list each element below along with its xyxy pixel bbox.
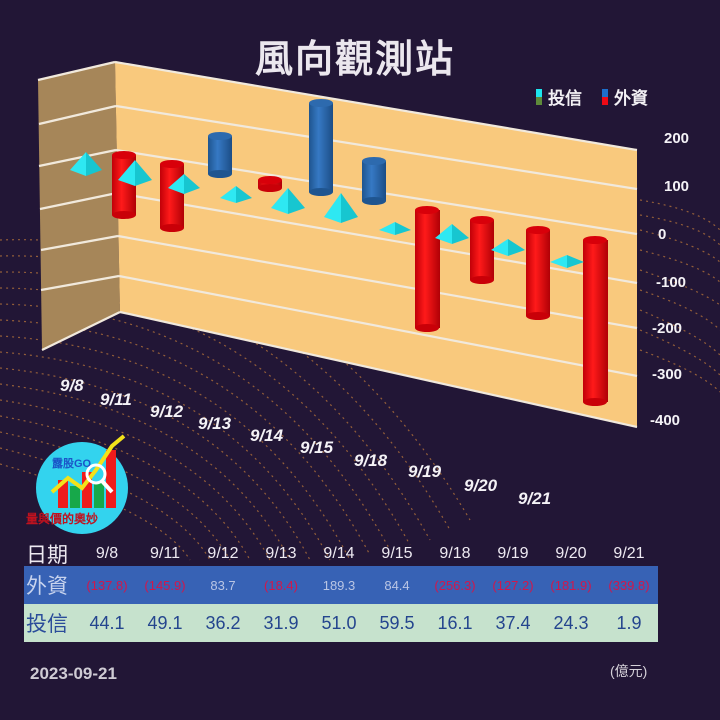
table-cell: (145.9) xyxy=(144,577,186,593)
header-date: 9/11 xyxy=(150,545,180,562)
legend-swatch-foreign xyxy=(602,88,608,105)
header-date: 9/21 xyxy=(613,545,645,562)
chart-side-wall xyxy=(38,62,120,350)
unit-label: (億元) xyxy=(610,663,648,679)
table-cell: 24.3 xyxy=(553,612,589,633)
header-date: 9/19 xyxy=(497,545,529,562)
gridlines xyxy=(37,60,638,429)
row-label-foreign: 外資 xyxy=(26,575,68,598)
table-cell: 36.2 xyxy=(205,612,241,633)
header-date: 9/12 xyxy=(207,545,239,562)
chart-title: 風向觀測站 xyxy=(255,37,456,81)
x-tick: 9/8 xyxy=(60,376,84,395)
table-header-row: 日期 9/8 9/11 9/12 9/13 9/14 9/15 9/18 9/1… xyxy=(24,542,658,567)
row-label-trust: 投信 xyxy=(26,613,68,636)
y-tick: -200 xyxy=(652,320,683,337)
series-foreign-cylinders xyxy=(112,99,608,406)
table-cell: (181.9) xyxy=(550,577,592,593)
header-date: 9/14 xyxy=(323,545,355,562)
table-cell: 37.4 xyxy=(495,612,531,633)
header-date: 9/15 xyxy=(381,545,413,562)
header-date: 9/18 xyxy=(439,545,471,562)
y-tick: -300 xyxy=(652,366,683,383)
table-cell: (339.8) xyxy=(608,577,650,593)
table-cell: (127.2) xyxy=(492,577,534,593)
y-tick: -100 xyxy=(656,274,687,291)
logo-graphic xyxy=(36,434,128,534)
y-tick: 200 xyxy=(664,130,690,147)
header-date: 9/8 xyxy=(95,545,119,562)
x-tick: 9/18 xyxy=(354,451,388,470)
data-table: 日期 9/8 9/11 9/12 9/13 9/14 9/15 9/18 9/1… xyxy=(24,542,658,642)
table-cell: 31.9 xyxy=(263,612,299,633)
table-cell: 189.3 xyxy=(322,577,356,593)
table-cell: 51.0 xyxy=(321,612,357,633)
header-date: 9/13 xyxy=(265,545,297,562)
header-date: 9/20 xyxy=(555,545,587,562)
table-cell: (18.4) xyxy=(264,577,298,593)
chart-back-wall xyxy=(115,62,637,427)
x-tick: 9/21 xyxy=(518,489,552,508)
legend-swatch-trust xyxy=(536,88,542,105)
table-cell: 49.1 xyxy=(147,612,183,633)
legend: 投信 外資 xyxy=(536,84,648,109)
x-tick: 9/20 xyxy=(464,476,498,495)
table-row-foreign: 外資 (137.8) (145.9) 83.7 (18.4) 189.3 84.… xyxy=(24,566,658,604)
table-cell: (256.3) xyxy=(434,577,476,593)
table-cell: 44.1 xyxy=(89,612,125,633)
table-cell: 1.9 xyxy=(616,612,642,633)
x-tick: 9/15 xyxy=(300,438,334,457)
legend-label-foreign: 外資 xyxy=(614,89,648,109)
table-cell: 84.4 xyxy=(384,577,410,593)
table-cell: (137.8) xyxy=(86,577,128,593)
y-tick: 100 xyxy=(664,178,690,195)
legend-label-trust: 投信 xyxy=(548,89,582,109)
table-cell: 16.1 xyxy=(437,612,473,633)
table-row-trust: 投信 44.1 49.1 36.2 31.9 51.0 59.5 16.1 37… xyxy=(24,604,658,642)
x-tick: 9/14 xyxy=(250,426,284,445)
header-label: 日期 xyxy=(26,544,68,567)
x-tick: 9/13 xyxy=(198,414,232,433)
logo-top-text: 露股GO xyxy=(52,458,92,470)
logo-bottom-text: 量與價的奧妙 xyxy=(26,512,99,526)
report-date: 2023-09-21 xyxy=(30,664,117,683)
y-tick: -400 xyxy=(650,412,681,429)
series-trust-pyramids xyxy=(70,152,584,268)
x-tick: 9/11 xyxy=(100,390,132,409)
table-cell: 83.7 xyxy=(210,577,236,593)
x-tick: 9/19 xyxy=(408,462,442,481)
y-tick: 0 xyxy=(658,226,667,243)
x-tick: 9/12 xyxy=(150,402,184,421)
table-cell: 59.5 xyxy=(379,612,415,633)
